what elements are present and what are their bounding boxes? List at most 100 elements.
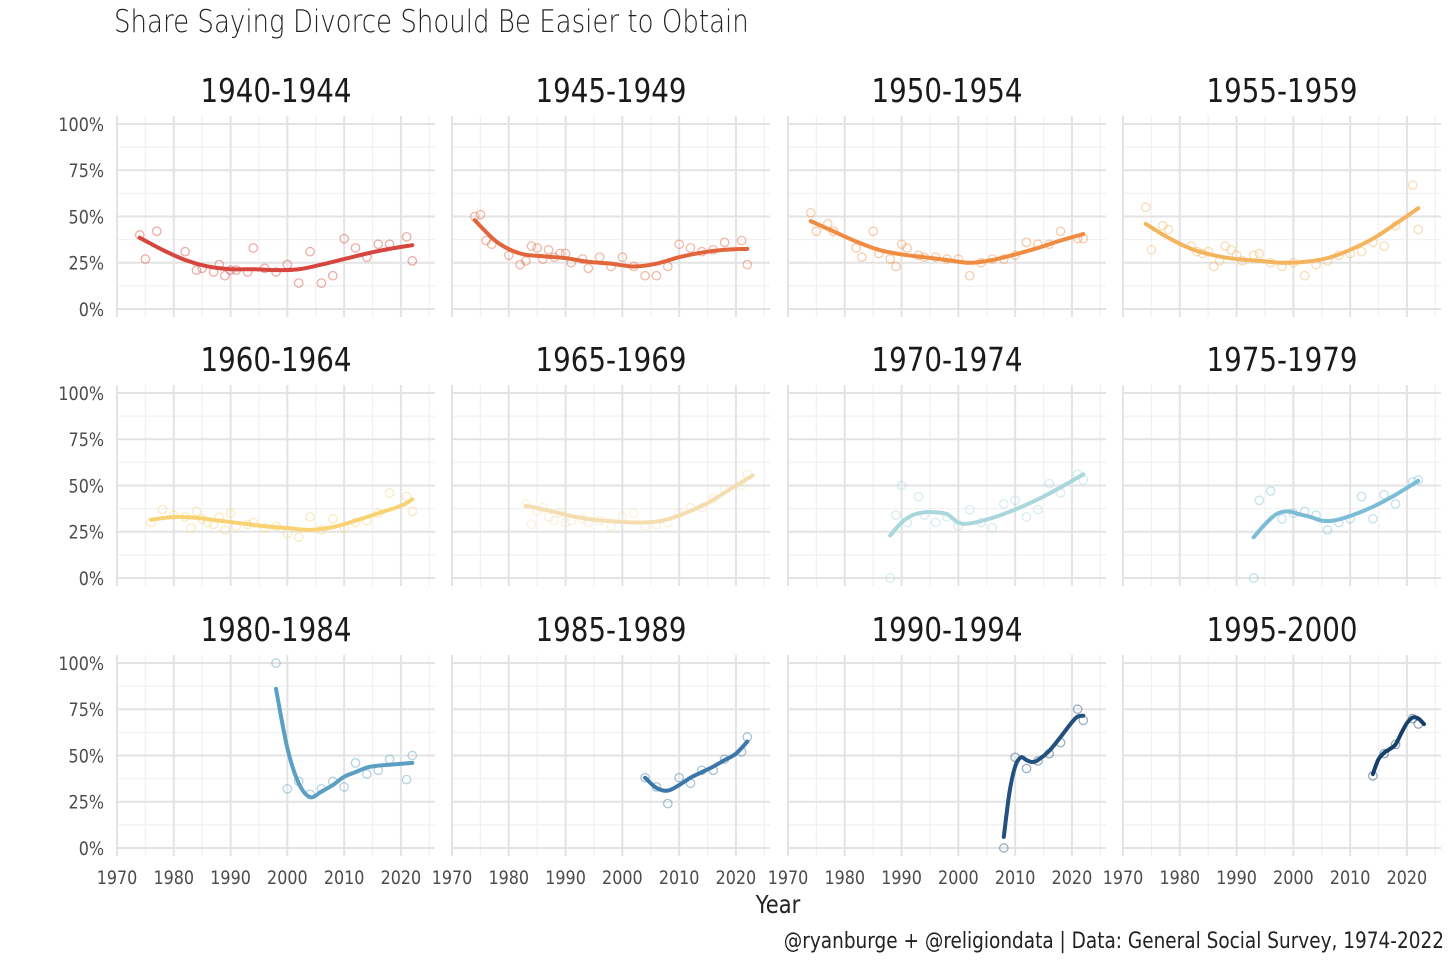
y-tick-label: 25% (69, 793, 104, 815)
data-point (305, 246, 315, 257)
data-point (327, 513, 338, 524)
grid (1122, 116, 1441, 317)
data-point (674, 772, 684, 783)
data-point (885, 573, 896, 583)
grid (451, 385, 770, 586)
data-point (1407, 180, 1418, 190)
trend-line (1001, 713, 1086, 839)
data-point (475, 209, 486, 220)
data-point (987, 523, 998, 533)
grid (787, 655, 1106, 856)
data-point (891, 261, 901, 272)
panel-title: 1960-1964 (200, 342, 351, 380)
panel-1975-1979: 1975-1979 (1122, 342, 1441, 586)
x-axis-label: Year (755, 890, 801, 919)
data-point (674, 239, 684, 250)
trend-line (643, 739, 750, 793)
panel-title: 1965-1969 (535, 342, 686, 380)
grid (451, 116, 770, 317)
data-point (1248, 573, 1259, 583)
data-point (1055, 226, 1066, 237)
data-point (640, 772, 650, 783)
x-tick-label: 2020 (1052, 868, 1093, 890)
data-point (964, 270, 975, 281)
data-point (998, 843, 1009, 853)
chart-title: Share Saying Divorce Should Be Easier to… (114, 4, 749, 40)
y-tick-label: 25% (69, 523, 104, 545)
data-point (662, 798, 673, 809)
series-points (640, 732, 753, 809)
data-point (220, 270, 230, 281)
x-tick-label: 1970 (1103, 868, 1144, 890)
data-point (628, 508, 639, 519)
data-point (220, 525, 230, 535)
x-tick-label: 2000 (602, 868, 643, 890)
x-tick-label: 2020 (1387, 868, 1428, 890)
panel-title: 1975-1979 (1206, 342, 1357, 380)
source-caption: @ryanburge + @religiondata | Data: Gener… (783, 929, 1444, 954)
data-point (1390, 499, 1401, 509)
data-point (1390, 739, 1401, 750)
grid (451, 655, 770, 856)
trend-line (523, 473, 755, 525)
panel-1985-1989: 1985-1989 1970 1980 1990 2000 2010 2020 (432, 612, 770, 890)
data-point (401, 774, 412, 785)
data-point (526, 241, 537, 251)
data-point (140, 254, 151, 264)
data-point (339, 782, 349, 792)
data-point (1220, 241, 1231, 251)
data-point (651, 270, 662, 281)
grid (787, 116, 1106, 317)
grid (1122, 655, 1441, 856)
panel-1995-2000: 1995-2000 1970 1980 1990 2000 2010 2020 (1103, 612, 1441, 890)
data-point (1157, 220, 1168, 231)
panel-1960-1964: 1960-1964 0% 25% 50% 75% 100% (58, 342, 435, 590)
data-point (805, 207, 816, 218)
data-point (640, 270, 650, 281)
grid (116, 116, 435, 317)
data-point (1226, 244, 1236, 255)
y-tick-label: 50% (69, 207, 104, 229)
data-point (583, 263, 594, 274)
data-point (271, 658, 281, 668)
data-point (1254, 248, 1265, 259)
data-point (1356, 491, 1367, 502)
panel-1980-1984: 1980-1984 0% 25% 50% 75% 100% 1970 1980 1990 2000… (58, 612, 435, 890)
data-point (293, 532, 304, 543)
data-point (1163, 224, 1174, 235)
data-point (1033, 504, 1043, 515)
panel-title: 1970-1974 (871, 342, 1022, 380)
data-point (282, 783, 293, 794)
data-point (515, 259, 525, 270)
series-points (1248, 475, 1424, 583)
data-point (742, 259, 753, 270)
grid (116, 655, 435, 856)
data-point (180, 246, 190, 257)
data-point (350, 243, 361, 253)
data-point (964, 504, 975, 515)
data-point (407, 750, 418, 761)
data-point (594, 252, 605, 263)
x-tick-label: 2010 (324, 868, 365, 890)
x-tick-label: 1970 (432, 868, 473, 890)
data-point (407, 256, 418, 266)
trend-line (137, 235, 415, 273)
data-point (293, 278, 304, 288)
y-tick-label: 75% (69, 700, 104, 722)
y-tick-label: 75% (69, 161, 104, 183)
data-point (316, 278, 327, 288)
data-point (350, 758, 361, 768)
data-point (1254, 495, 1265, 506)
data-point (902, 243, 913, 253)
x-tick-label: 2010 (659, 868, 700, 890)
data-point (481, 235, 491, 246)
data-point (856, 252, 867, 263)
data-point (1379, 241, 1390, 251)
x-tick-label: 2010 (995, 868, 1036, 890)
data-point (1072, 704, 1083, 715)
data-point (736, 235, 747, 246)
x-tick-label: 1980 (153, 868, 194, 890)
panel-title: 1985-1989 (535, 612, 686, 650)
data-point (1277, 513, 1287, 524)
